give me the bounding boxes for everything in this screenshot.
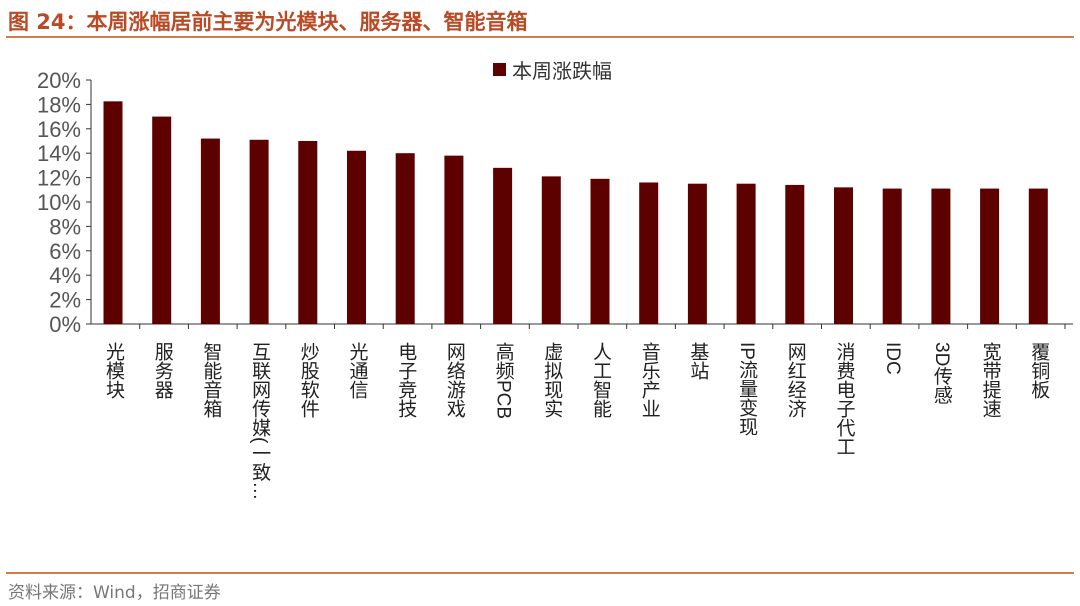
bar [834, 187, 853, 324]
x-tick-label: 网红经济 [784, 342, 806, 418]
x-tick-label: 炒股软件 [297, 342, 319, 418]
bar [1028, 188, 1048, 324]
y-tick-label: 18% [37, 92, 81, 117]
bar [590, 178, 610, 324]
bar [249, 139, 269, 324]
x-tick-label: 电子竞技 [395, 342, 417, 418]
bar [736, 183, 756, 324]
x-tick-label: 光通信 [346, 342, 368, 399]
bar [298, 141, 318, 324]
bar [347, 150, 366, 324]
y-tick-label: 16% [37, 117, 81, 142]
bar [980, 188, 1000, 324]
legend-label: 本周涨跌幅 [512, 59, 612, 83]
bar [395, 153, 415, 324]
y-tick-label: 0% [49, 312, 81, 337]
x-tick-label: 光模块 [103, 342, 124, 399]
y-tick-label: 6% [49, 239, 81, 264]
x-tick-label: 宽带提速 [979, 342, 1001, 418]
bottom-rule [6, 572, 1074, 574]
x-tick-label: 高频PCB [492, 342, 514, 420]
bar [541, 176, 561, 324]
bar [103, 101, 123, 324]
bar [493, 167, 513, 324]
y-tick-label: 20% [37, 68, 81, 93]
bar [152, 116, 172, 324]
top-rule [6, 36, 1074, 38]
bar [882, 188, 902, 324]
bar [639, 182, 659, 324]
bar [785, 184, 805, 324]
source-note: 资料来源：Wind，招商证券 [8, 583, 221, 603]
x-tick-label: IP流量变现 [736, 342, 758, 436]
y-tick-label: 4% [49, 263, 81, 288]
x-tick-label: 消费电子代工 [833, 342, 855, 456]
y-tick-label: 8% [49, 214, 81, 239]
y-tick-label: 10% [37, 190, 81, 215]
x-tick-label: 智能音箱 [200, 342, 222, 418]
x-tick-label: 互联网传媒(一致… [249, 342, 271, 501]
bar [200, 138, 220, 324]
y-tick-label: 12% [37, 166, 81, 191]
y-tick-label: 14% [37, 141, 81, 166]
x-tick-label: 虚拟现实 [541, 342, 563, 418]
bar [687, 183, 707, 324]
x-tick-label: 音乐产业 [638, 342, 660, 418]
figure-title: 图 24：本周涨幅居前主要为光模块、服务器、智能音箱 [8, 10, 528, 34]
legend-swatch [493, 63, 506, 76]
x-tick-label: 3D传感 [930, 342, 952, 405]
x-tick-label: 人工智能 [590, 342, 611, 418]
x-tick-label: 服务器 [151, 342, 173, 399]
legend: 本周涨跌幅 [493, 55, 612, 84]
bar [444, 155, 464, 324]
y-tick-label: 2% [49, 288, 81, 313]
x-tick-label: 基站 [687, 342, 709, 380]
x-tick-label: 网络游戏 [443, 342, 465, 418]
x-tick-label: IDC [882, 342, 904, 375]
x-tick-label: 覆铜板 [1028, 342, 1050, 399]
bar [931, 188, 951, 324]
